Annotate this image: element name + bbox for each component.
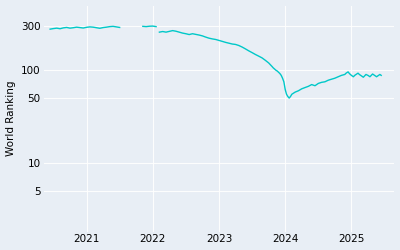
Y-axis label: World Ranking: World Ranking xyxy=(6,81,16,156)
